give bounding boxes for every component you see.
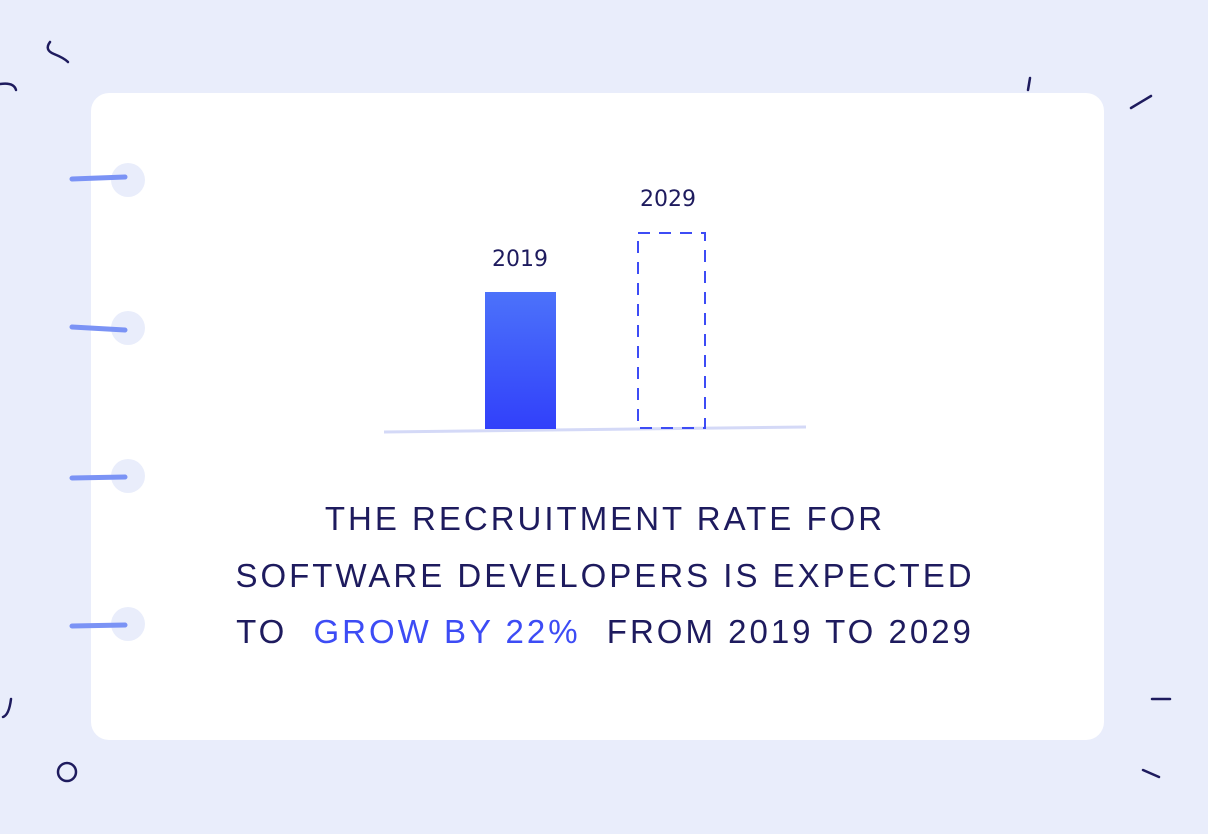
caption-line: TO GROW BY 22% FROM 2019 TO 2029 bbox=[236, 613, 974, 650]
bar-label: 2029 bbox=[640, 187, 696, 212]
binder-rings bbox=[69, 163, 145, 641]
bar-label: 2019 bbox=[492, 247, 548, 272]
card bbox=[91, 93, 1104, 740]
caption-line: SOFTWARE DEVELOPERS IS EXPECTED bbox=[235, 557, 974, 594]
bar-2019 bbox=[485, 292, 556, 429]
caption-highlight: GROW BY 22% bbox=[313, 613, 580, 650]
baseline bbox=[383, 425, 807, 434]
caption-text: TO bbox=[236, 613, 287, 650]
caption-text: FROM 2019 TO 2029 bbox=[607, 613, 974, 650]
bar-2029-projected bbox=[637, 232, 706, 429]
decorations bbox=[0, 40, 1172, 783]
caption-line: THE RECRUITMENT RATE FOR bbox=[325, 500, 885, 537]
